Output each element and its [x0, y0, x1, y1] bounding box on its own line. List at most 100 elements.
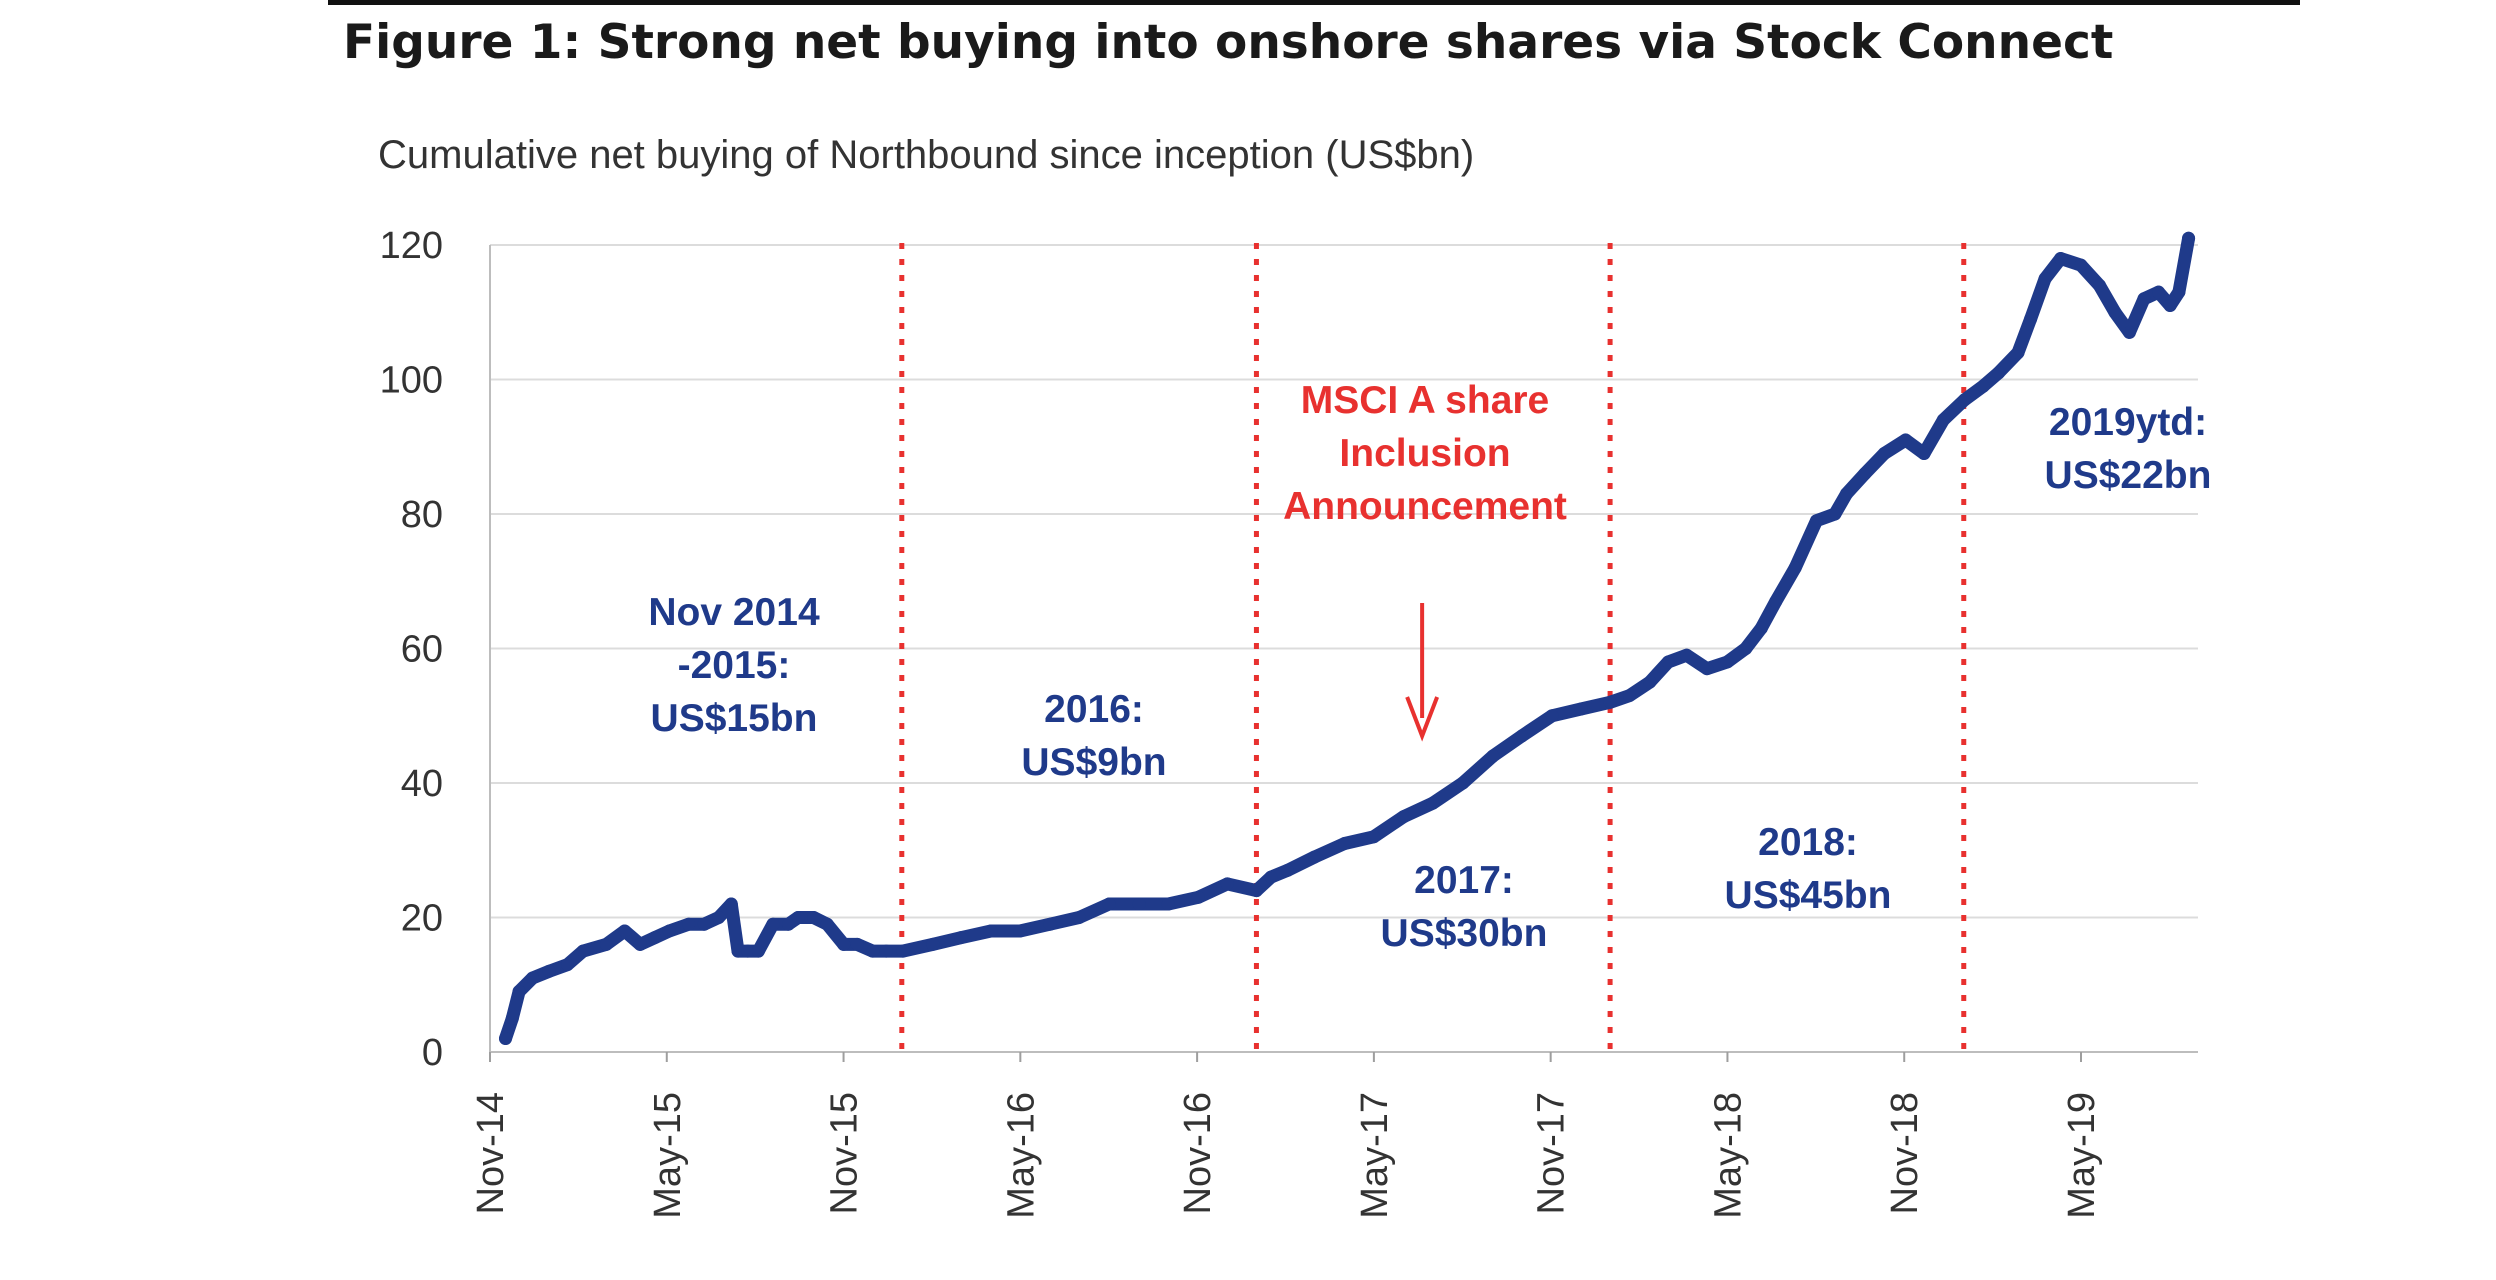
data-point [1603, 695, 1617, 709]
y-tick-label: 20 [401, 898, 443, 940]
annotation-line: US$15bn [651, 697, 818, 740]
y-tick-label: 120 [380, 225, 443, 267]
data-point [1622, 689, 1636, 703]
data-point [1809, 514, 1823, 528]
data-point [1661, 655, 1675, 669]
annotation-line: Nov 2014 [648, 591, 820, 634]
data-point [850, 937, 864, 951]
data-point [2172, 285, 2186, 299]
annotation-line: MSCI A share [1301, 379, 1550, 422]
data-point [1877, 446, 1891, 460]
data-point [1367, 830, 1381, 844]
data-point [1161, 897, 1175, 911]
annotation-0: Nov 2014 -2015: US$15bn [648, 591, 820, 740]
data-point [2152, 285, 2166, 299]
data-point [561, 958, 575, 972]
x-tick-label: Nov-15 [824, 1092, 866, 1215]
period-boundaries [899, 243, 1967, 1052]
data-point [2108, 305, 2122, 319]
x-tick-label: May-18 [1707, 1092, 1749, 1219]
data-point [1515, 729, 1529, 743]
x-tick-label: May-16 [1000, 1092, 1042, 1219]
gridlines [489, 244, 2198, 1053]
data-point [791, 911, 805, 924]
data-point [1958, 393, 1972, 407]
data-point [984, 924, 998, 938]
data-point [1338, 837, 1352, 851]
data-point [2011, 346, 2025, 360]
data-point [2024, 312, 2038, 326]
data-point [1858, 467, 1872, 481]
data-point [2182, 231, 2196, 245]
annotation-line: -2015: [678, 644, 791, 687]
data-point [741, 944, 755, 958]
data-point [1397, 810, 1411, 824]
data-point [751, 944, 765, 958]
x-tick-label: May-19 [2061, 1092, 2103, 1219]
annotation-4: 2019ytd: US$22bn [2045, 401, 2212, 497]
data-point [499, 1032, 513, 1046]
data-point [724, 897, 738, 911]
data-point [1700, 662, 1714, 676]
y-axis-ticks: 0 20 40 60 80 100 120 [380, 225, 443, 1074]
data-point [599, 937, 613, 951]
data-point [1754, 621, 1768, 635]
data-point [2122, 325, 2136, 339]
data-point [1788, 561, 1802, 575]
data-point [662, 924, 676, 938]
data-point [2092, 278, 2106, 292]
data-point [1280, 863, 1294, 877]
data-point [542, 964, 556, 978]
data-point [505, 1011, 519, 1025]
data-point [682, 917, 696, 931]
annotations: Nov 2014 -2015: US$15bn 2016: US$9bn 2017: US$… [648, 379, 2211, 955]
data-point [954, 931, 968, 945]
data-point [2163, 299, 2177, 313]
data-point [1220, 877, 1234, 891]
data-point [1828, 507, 1842, 521]
data-point [2074, 258, 2088, 272]
data-point [1720, 655, 1734, 669]
chart-title: Figure 1: Strong net buying into onshore… [343, 15, 2113, 70]
data-point [526, 971, 540, 985]
annotation-line: US$30bn [1381, 912, 1548, 955]
annotation-line: US$9bn [1021, 741, 1166, 784]
data-point [1191, 890, 1205, 904]
data-point [766, 917, 780, 931]
series-layer [499, 231, 2196, 1046]
annotation-line: US$45bn [1725, 874, 1892, 917]
data-point [648, 931, 662, 945]
data-point [837, 937, 851, 951]
data-point [1899, 433, 1913, 447]
data-point [1043, 917, 1057, 931]
data-point [866, 944, 880, 958]
x-axis-ticks: Nov-14 May-15 Nov-15 May-16 Nov-16 May-17 Nov-… [470, 1052, 2103, 1219]
annotation-3: 2018: US$45bn [1725, 821, 1892, 917]
series-line-0 [499, 231, 2196, 1045]
data-point [1426, 796, 1440, 810]
data-point [618, 924, 632, 938]
data-point [2137, 292, 2151, 306]
annotation-line: Announcement [1283, 485, 1567, 528]
y-tick-label: 40 [401, 763, 443, 805]
data-point [1486, 749, 1500, 763]
annotation-line: Inclusion [1339, 432, 1510, 475]
data-point [576, 944, 590, 958]
data-point [2038, 272, 2052, 286]
data-point [697, 917, 711, 931]
annotation-2: 2017: US$30bn [1381, 859, 1548, 955]
data-point [1545, 709, 1559, 723]
data-point [926, 937, 940, 951]
data-point [807, 911, 821, 924]
data-point [1308, 850, 1322, 864]
x-tick-label: May-17 [1354, 1092, 1396, 1219]
data-point [1936, 413, 1950, 427]
y-tick-label: 80 [401, 494, 443, 536]
data-point [1072, 911, 1086, 924]
data-point [731, 944, 745, 958]
x-tick-label: Nov-18 [1884, 1092, 1926, 1215]
data-point [1574, 702, 1588, 716]
data-point [1456, 776, 1470, 790]
data-point [1769, 594, 1783, 608]
x-tick-label: Nov-16 [1177, 1092, 1219, 1215]
